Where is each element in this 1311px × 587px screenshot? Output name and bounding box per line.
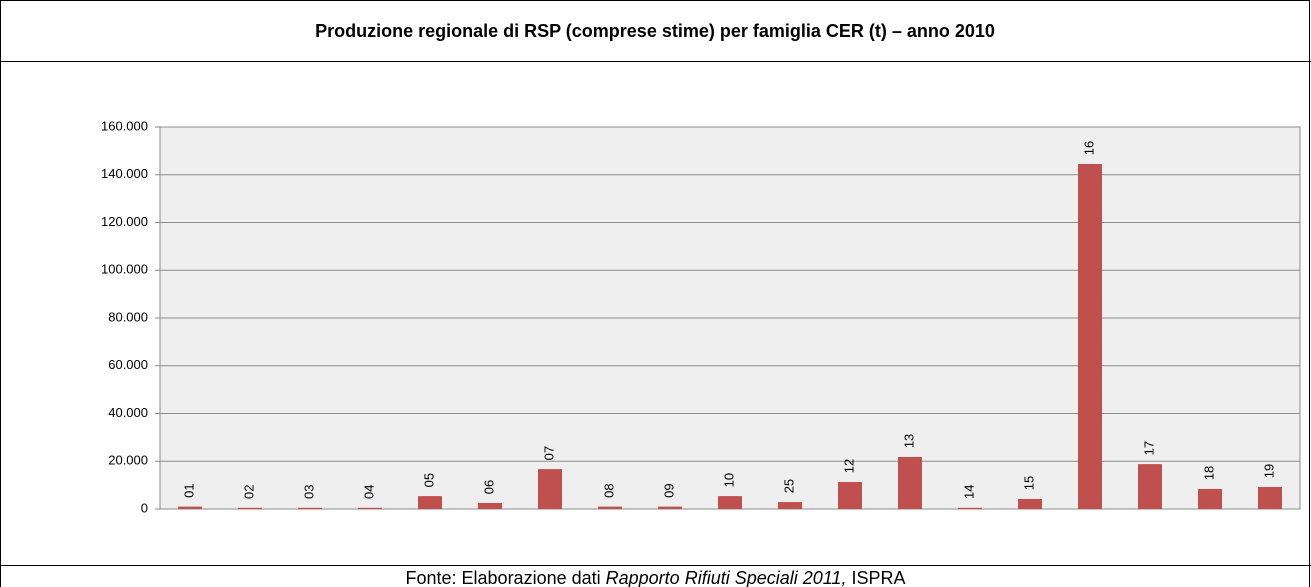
bar <box>958 507 982 509</box>
source-suffix: ISPRA <box>846 568 906 587</box>
bar-category-label: 05 <box>421 473 436 487</box>
source: Fonte: Elaborazione dati Rapporto Rifiut… <box>0 566 1311 587</box>
y-tick-label: 60.000 <box>108 357 148 372</box>
bar-category-label: 04 <box>361 485 376 499</box>
bar-category-label: 17 <box>1141 441 1156 455</box>
y-tick-label: 40.000 <box>108 405 148 420</box>
bar-category-label: 19 <box>1261 464 1276 478</box>
source-italic: Rapporto Rifiuti Speciali 2011, <box>605 568 847 587</box>
bar <box>238 507 262 509</box>
y-tick-label: 100.000 <box>101 262 148 277</box>
bar <box>838 482 862 509</box>
bar <box>358 507 382 509</box>
bar-category-label: 14 <box>961 485 976 499</box>
bar <box>418 496 442 509</box>
bar <box>898 456 922 509</box>
bar <box>598 506 622 509</box>
bar <box>1078 164 1102 509</box>
bar-category-label: 25 <box>781 479 796 493</box>
bar-category-label: 10 <box>721 473 736 487</box>
bar <box>478 503 502 509</box>
y-tick-label: 80.000 <box>108 309 148 324</box>
y-tick-label: 20.000 <box>108 453 148 468</box>
bar-category-label: 01 <box>181 483 196 497</box>
chart-title: Produzione regionale di RSP (comprese st… <box>315 21 995 41</box>
bar <box>778 502 802 509</box>
y-tick-label: 140.000 <box>101 166 148 181</box>
bar <box>1198 488 1222 509</box>
source-prefix: Fonte: Elaborazione dati <box>405 568 606 587</box>
bar-category-label: 13 <box>901 434 916 448</box>
bar-category-label: 02 <box>241 485 256 499</box>
y-tick-label: 120.000 <box>101 214 148 229</box>
y-tick-label: 0 <box>141 500 148 515</box>
bar <box>658 506 682 509</box>
bar-category-label: 03 <box>301 485 316 499</box>
bar <box>1258 487 1282 509</box>
bar-category-label: 09 <box>661 483 676 497</box>
bar <box>298 507 322 509</box>
bar-category-label: 12 <box>841 459 856 473</box>
bar-category-label: 18 <box>1201 466 1216 480</box>
bar <box>178 506 202 509</box>
y-tick-label: 160.000 <box>101 118 148 133</box>
bar-category-label: 07 <box>541 446 556 460</box>
bar-category-label: 06 <box>481 480 496 494</box>
bar <box>1018 498 1042 509</box>
bar <box>538 469 562 509</box>
bar-category-label: 16 <box>1081 141 1096 155</box>
bar <box>718 496 742 509</box>
bar-category-label: 15 <box>1021 476 1036 490</box>
bar-category-label: 08 <box>601 483 616 497</box>
bar <box>1138 464 1162 509</box>
